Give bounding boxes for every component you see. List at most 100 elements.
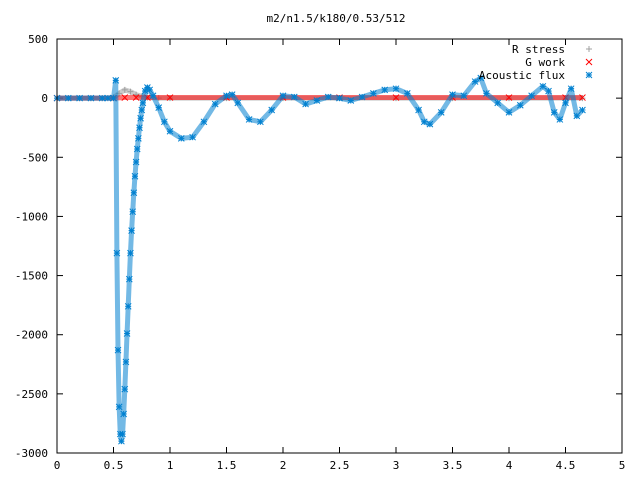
data-point-acoustic-flux (123, 330, 131, 337)
data-point-acoustic-flux (139, 99, 147, 107)
x-tick-label: 2 (280, 459, 287, 472)
y-tick-label: 0 (41, 92, 48, 105)
legend-marker (586, 46, 592, 52)
plot-marks (53, 74, 586, 445)
data-point-acoustic-flux (166, 127, 174, 135)
data-point-g-work (579, 94, 586, 101)
data-point-acoustic-flux (420, 118, 428, 126)
data-point-acoustic-flux (381, 86, 389, 94)
legend-label: Acoustic flux (479, 69, 565, 82)
data-point-acoustic-flux (104, 94, 112, 102)
data-point-acoustic-flux (228, 91, 236, 98)
data-point-acoustic-flux (579, 106, 586, 114)
data-point-acoustic-flux (211, 100, 219, 108)
data-point-acoustic-flux (76, 94, 83, 102)
data-point-acoustic-flux (114, 346, 122, 354)
data-point-acoustic-flux (129, 208, 137, 216)
series-acoustic-flux (53, 74, 586, 445)
data-point-acoustic-flux (125, 275, 133, 283)
data-point-acoustic-flux (279, 92, 287, 100)
data-point-g-work (121, 94, 129, 101)
data-point-acoustic-flux (121, 385, 129, 393)
data-point-acoustic-flux (155, 104, 163, 111)
data-point-acoustic-flux (483, 90, 490, 97)
data-point-acoustic-flux (573, 112, 581, 120)
x-tick-label: 4.5 (556, 459, 576, 472)
data-point-r-stress (127, 88, 134, 95)
data-point-acoustic-flux (234, 99, 242, 107)
data-point-acoustic-flux (110, 94, 117, 102)
data-point-acoustic-flux (347, 97, 355, 104)
data-point-r-stress (121, 86, 128, 93)
y-tick-label: 500 (28, 33, 48, 46)
data-point-acoustic-flux (313, 97, 321, 104)
data-point-acoustic-flux (324, 93, 332, 101)
data-point-acoustic-flux (268, 106, 276, 114)
data-point-acoustic-flux (189, 133, 196, 141)
data-point-acoustic-flux (133, 145, 141, 153)
data-point-acoustic-flux (426, 120, 434, 128)
data-point-acoustic-flux (137, 114, 144, 122)
data-point-acoustic-flux (112, 77, 120, 84)
data-point-acoustic-flux (449, 91, 456, 98)
data-point-acoustic-flux (505, 108, 513, 116)
data-point-acoustic-flux (118, 437, 125, 445)
axis-ticks: 0 0.5 1 1.5 2 2.5 3 3.5 4 4.5 5 500 0 -500 -1000 -1500 -… (15, 33, 625, 472)
y-tick-label: -500 (22, 151, 49, 164)
data-point-acoustic-flux (135, 135, 142, 142)
data-point-acoustic-flux (494, 99, 502, 107)
data-point-acoustic-flux (146, 86, 154, 94)
data-point-acoustic-flux (119, 430, 126, 438)
data-point-acoustic-flux (336, 94, 343, 102)
data-point-acoustic-flux (128, 227, 135, 234)
data-point-acoustic-flux (516, 101, 524, 109)
data-point-acoustic-flux (545, 87, 552, 95)
y-tick-label: -1500 (15, 270, 48, 283)
x-tick-label: 5 (619, 459, 626, 472)
series-trace-acoustic-flux (57, 75, 585, 444)
data-point-acoustic-flux (358, 93, 366, 101)
data-point-acoustic-flux (136, 124, 143, 132)
legend-label: R stress (512, 43, 565, 56)
data-point-acoustic-flux (138, 106, 146, 114)
data-point-acoustic-flux (87, 94, 95, 102)
x-tick-label: 2.5 (330, 459, 350, 472)
plot-frame (56, 38, 623, 454)
x-tick-label: 0.5 (104, 459, 124, 472)
data-point-acoustic-flux (160, 118, 168, 126)
data-point-acoustic-flux (477, 74, 485, 82)
data-point-acoustic-flux (245, 116, 253, 123)
y-tick-label: -2500 (15, 388, 48, 401)
data-point-acoustic-flux (302, 100, 309, 108)
data-point-acoustic-flux (437, 108, 445, 116)
data-point-acoustic-flux (370, 90, 377, 97)
data-point-acoustic-flux (460, 92, 468, 100)
data-point-acoustic-flux (120, 410, 128, 418)
data-point-acoustic-flux (550, 108, 558, 116)
legend-label: G work (525, 56, 565, 69)
data-point-acoustic-flux (567, 85, 575, 93)
chart-title: m2/n1.5/k180/0.53/512 (266, 12, 405, 25)
data-point-acoustic-flux (290, 93, 298, 101)
series-trace-g-work (57, 95, 583, 101)
data-point-g-work (166, 94, 174, 101)
x-tick-label: 4 (506, 459, 513, 472)
y-tick-label: -2000 (15, 329, 48, 342)
y-tick-label: -3000 (15, 447, 48, 460)
legend-marker (585, 58, 593, 66)
data-point-acoustic-flux (539, 82, 547, 90)
data-point-acoustic-flux (392, 85, 400, 93)
data-point-acoustic-flux (124, 302, 132, 310)
data-point-acoustic-flux (130, 189, 138, 197)
data-point-acoustic-flux (98, 94, 106, 102)
data-point-acoustic-flux (122, 358, 130, 366)
x-tick-label: 1.5 (217, 459, 237, 472)
data-point-acoustic-flux (562, 99, 569, 107)
data-point-g-work (505, 94, 513, 101)
x-tick-label: 3.5 (443, 459, 463, 472)
data-point-acoustic-flux (132, 158, 140, 166)
data-point-acoustic-flux (200, 118, 208, 126)
data-point-acoustic-flux (115, 403, 123, 411)
